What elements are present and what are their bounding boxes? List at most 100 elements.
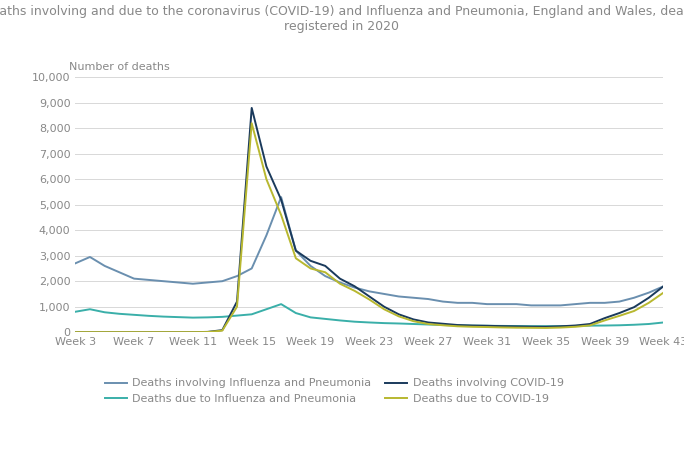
Deaths due to COVID-19 bbox=[483, 324, 491, 330]
Line: Deaths due to Influenza and Pneumonia: Deaths due to Influenza and Pneumonia bbox=[75, 304, 663, 326]
Deaths involving Influenza and Pneumonia bbox=[395, 294, 403, 299]
Deaths involving Influenza and Pneumonia bbox=[321, 273, 329, 279]
Deaths due to COVID-19 bbox=[115, 329, 123, 335]
Deaths due to COVID-19 bbox=[336, 281, 344, 287]
Deaths due to Influenza and Pneumonia bbox=[409, 321, 417, 327]
Deaths due to COVID-19 bbox=[644, 300, 653, 306]
Deaths due to COVID-19 bbox=[571, 324, 579, 329]
Deaths due to COVID-19 bbox=[380, 307, 389, 312]
Deaths involving Influenza and Pneumonia bbox=[380, 291, 389, 297]
Deaths involving COVID-19 bbox=[263, 164, 271, 169]
Deaths involving Influenza and Pneumonia bbox=[306, 263, 315, 268]
Deaths involving COVID-19 bbox=[601, 315, 609, 321]
Deaths involving Influenza and Pneumonia bbox=[586, 300, 594, 306]
Deaths due to COVID-19 bbox=[542, 325, 550, 331]
Deaths involving COVID-19 bbox=[615, 310, 623, 316]
Deaths involving Influenza and Pneumonia bbox=[453, 300, 462, 306]
Deaths due to Influenza and Pneumonia bbox=[71, 309, 79, 314]
Deaths involving Influenza and Pneumonia bbox=[204, 280, 212, 285]
Deaths involving Influenza and Pneumonia bbox=[542, 303, 550, 308]
Deaths involving COVID-19 bbox=[586, 321, 594, 327]
Deaths involving COVID-19 bbox=[395, 312, 403, 317]
Deaths due to Influenza and Pneumonia bbox=[144, 313, 153, 318]
Deaths involving Influenza and Pneumonia bbox=[86, 254, 94, 260]
Deaths due to Influenza and Pneumonia bbox=[571, 323, 579, 329]
Deaths due to Influenza and Pneumonia bbox=[174, 314, 182, 320]
Deaths due to Influenza and Pneumonia bbox=[263, 307, 271, 312]
Deaths due to Influenza and Pneumonia bbox=[233, 313, 241, 318]
Deaths due to COVID-19 bbox=[453, 324, 462, 329]
Deaths involving Influenza and Pneumonia bbox=[527, 303, 535, 308]
Deaths due to Influenza and Pneumonia bbox=[424, 322, 432, 327]
Deaths due to Influenza and Pneumonia bbox=[306, 315, 315, 320]
Deaths involving COVID-19 bbox=[218, 328, 226, 333]
Deaths involving Influenza and Pneumonia bbox=[130, 276, 138, 281]
Deaths involving Influenza and Pneumonia bbox=[630, 295, 638, 300]
Deaths due to Influenza and Pneumonia bbox=[159, 314, 168, 319]
Deaths involving Influenza and Pneumonia bbox=[233, 273, 241, 279]
Deaths due to COVID-19 bbox=[71, 329, 79, 335]
Deaths due to Influenza and Pneumonia bbox=[218, 314, 226, 319]
Deaths due to COVID-19 bbox=[233, 304, 241, 309]
Deaths involving COVID-19 bbox=[350, 283, 358, 289]
Deaths involving Influenza and Pneumonia bbox=[71, 261, 79, 266]
Deaths involving Influenza and Pneumonia bbox=[557, 303, 565, 308]
Deaths involving Influenza and Pneumonia bbox=[189, 281, 197, 287]
Deaths due to Influenza and Pneumonia bbox=[115, 311, 123, 317]
Deaths due to Influenza and Pneumonia bbox=[512, 324, 521, 329]
Deaths due to Influenza and Pneumonia bbox=[557, 324, 565, 329]
Deaths due to COVID-19 bbox=[292, 256, 300, 261]
Deaths due to Influenza and Pneumonia bbox=[204, 315, 212, 320]
Deaths due to Influenza and Pneumonia bbox=[130, 312, 138, 318]
Deaths due to COVID-19 bbox=[350, 288, 358, 293]
Deaths due to Influenza and Pneumonia bbox=[321, 316, 329, 322]
Deaths involving Influenza and Pneumonia bbox=[659, 283, 668, 289]
Line: Deaths involving Influenza and Pneumonia: Deaths involving Influenza and Pneumonia bbox=[75, 197, 663, 305]
Deaths involving COVID-19 bbox=[542, 324, 550, 329]
Deaths due to COVID-19 bbox=[395, 313, 403, 319]
Deaths involving COVID-19 bbox=[233, 299, 241, 304]
Deaths due to Influenza and Pneumonia bbox=[468, 323, 476, 329]
Deaths due to COVID-19 bbox=[263, 177, 271, 182]
Deaths due to Influenza and Pneumonia bbox=[395, 321, 403, 326]
Deaths due to Influenza and Pneumonia bbox=[453, 323, 462, 328]
Deaths involving Influenza and Pneumonia bbox=[498, 301, 506, 307]
Deaths due to COVID-19 bbox=[424, 321, 432, 327]
Deaths involving Influenza and Pneumonia bbox=[424, 296, 432, 302]
Deaths due to Influenza and Pneumonia bbox=[630, 322, 638, 328]
Deaths involving COVID-19 bbox=[571, 323, 579, 328]
Deaths due to COVID-19 bbox=[277, 212, 285, 217]
Deaths due to Influenza and Pneumonia bbox=[189, 315, 197, 320]
Deaths due to COVID-19 bbox=[557, 325, 565, 330]
Deaths involving COVID-19 bbox=[204, 329, 212, 334]
Deaths due to COVID-19 bbox=[615, 313, 623, 318]
Deaths involving COVID-19 bbox=[321, 263, 329, 268]
Deaths due to COVID-19 bbox=[365, 297, 373, 302]
Deaths involving COVID-19 bbox=[101, 329, 109, 335]
Deaths due to COVID-19 bbox=[321, 269, 329, 275]
Deaths involving COVID-19 bbox=[659, 283, 668, 289]
Deaths due to COVID-19 bbox=[101, 329, 109, 335]
Deaths involving COVID-19 bbox=[365, 294, 373, 299]
Deaths due to Influenza and Pneumonia bbox=[365, 320, 373, 325]
Deaths involving Influenza and Pneumonia bbox=[365, 288, 373, 294]
Deaths involving COVID-19 bbox=[189, 329, 197, 335]
Deaths involving COVID-19 bbox=[248, 105, 256, 111]
Deaths due to Influenza and Pneumonia bbox=[498, 323, 506, 329]
Deaths involving Influenza and Pneumonia bbox=[336, 280, 344, 285]
Deaths due to Influenza and Pneumonia bbox=[601, 323, 609, 328]
Deaths involving Influenza and Pneumonia bbox=[218, 278, 226, 284]
Deaths involving COVID-19 bbox=[498, 324, 506, 329]
Deaths involving Influenza and Pneumonia bbox=[571, 301, 579, 307]
Deaths due to COVID-19 bbox=[218, 328, 226, 334]
Line: Deaths due to COVID-19: Deaths due to COVID-19 bbox=[75, 123, 663, 332]
Deaths involving Influenza and Pneumonia bbox=[350, 285, 358, 290]
Deaths involving Influenza and Pneumonia bbox=[248, 266, 256, 271]
Deaths due to COVID-19 bbox=[159, 329, 168, 335]
Deaths involving Influenza and Pneumonia bbox=[263, 233, 271, 238]
Deaths due to Influenza and Pneumonia bbox=[439, 322, 447, 328]
Deaths due to COVID-19 bbox=[630, 308, 638, 314]
Deaths involving COVID-19 bbox=[439, 321, 447, 327]
Deaths involving COVID-19 bbox=[468, 323, 476, 328]
Text: Deaths involving and due to the coronavirus (COVID-19) and Influenza and Pneumon: Deaths involving and due to the coronavi… bbox=[0, 5, 684, 33]
